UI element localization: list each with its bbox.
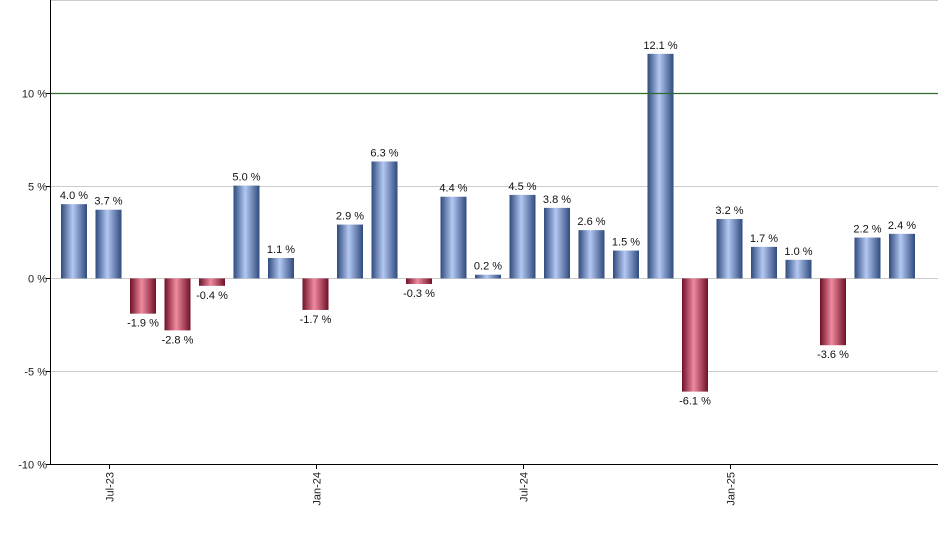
bar-oct-23 — [199, 278, 225, 286]
data-label: 1.1 % — [267, 244, 295, 256]
data-label: 2.4 % — [888, 220, 916, 232]
bar-aug-23 — [130, 278, 156, 314]
data-label: 4.0 % — [60, 190, 88, 202]
data-label: 6.3 % — [370, 147, 398, 159]
data-label: -6.1 % — [679, 396, 711, 408]
data-label: 4.5 % — [508, 181, 536, 193]
y-tick-label: -10 % — [18, 460, 47, 472]
bar-feb-24 — [337, 224, 363, 279]
bar-sep-24 — [578, 230, 605, 279]
y-tick-label: 10 % — [22, 89, 47, 101]
data-label: 1.5 % — [612, 237, 640, 249]
data-labels: 4.0 % 3.7 % -1.9 %-2.8 % -0.4 % 5.0 % 1.1 % -1… — [60, 40, 916, 408]
data-label: 2.9 % — [336, 211, 364, 223]
data-label: 2.2 % — [853, 224, 881, 236]
data-label: -3.6 % — [817, 349, 849, 361]
bar-jul-24 — [509, 194, 536, 279]
data-label: 3.2 % — [715, 205, 743, 217]
bar-apr-25 — [820, 278, 846, 346]
data-label: -0.3 % — [403, 288, 435, 300]
data-label: -2.8 % — [162, 334, 194, 346]
x-tick-label: Jul-24 — [519, 472, 531, 502]
bar-may-24 — [440, 196, 467, 279]
data-label: -0.4 % — [196, 290, 228, 302]
y-tick-label: 5 % — [28, 182, 47, 194]
bar-jun-24 — [475, 274, 501, 279]
x-tick-label: Jul-23 — [105, 472, 117, 502]
bar-dec-23 — [268, 257, 294, 279]
data-label: 1.7 % — [750, 233, 778, 245]
x-tick-label: Jan-25 — [726, 472, 738, 506]
grid-lines — [50, 0, 938, 465]
data-label: -1.9 % — [127, 318, 159, 330]
data-label: 5.0 % — [232, 172, 260, 184]
data-label: 1.0 % — [784, 246, 812, 258]
bar-jan-25 — [716, 219, 743, 279]
axes: -10 % -5 % 0 % 5 % 10 % Jul-23 Jan-24 Jul-24 Jan… — [18, 0, 938, 506]
bar-apr-24 — [406, 278, 432, 284]
bar-nov-23 — [233, 185, 260, 279]
bar-may-25 — [854, 237, 881, 279]
data-label: 3.7 % — [94, 196, 122, 208]
y-tick-label: -5 % — [24, 367, 47, 379]
data-label: -1.7 % — [300, 314, 332, 326]
bar-feb-25 — [751, 246, 777, 279]
bar-nov-24 — [647, 53, 674, 279]
bar-oct-24 — [613, 250, 639, 279]
x-tick-label: Jan-24 — [312, 472, 324, 506]
y-tick-label: 0 % — [28, 274, 47, 286]
bar-jun-25 — [889, 233, 915, 279]
bar-dec-24 — [682, 278, 708, 392]
data-label: 12.1 % — [643, 40, 677, 52]
bar-jun-23 — [61, 204, 87, 279]
bar-aug-24 — [544, 207, 570, 279]
data-label: 2.6 % — [577, 216, 605, 228]
bar-jan-24 — [302, 278, 329, 310]
bars — [61, 53, 915, 392]
bar-sep-23 — [164, 278, 191, 331]
bar-mar-25 — [785, 259, 812, 279]
bar-jul-23 — [95, 209, 122, 279]
bar-mar-24 — [371, 161, 398, 279]
data-label: 4.4 % — [439, 183, 467, 195]
data-label: 0.2 % — [474, 261, 502, 273]
data-label: 3.8 % — [543, 194, 571, 206]
